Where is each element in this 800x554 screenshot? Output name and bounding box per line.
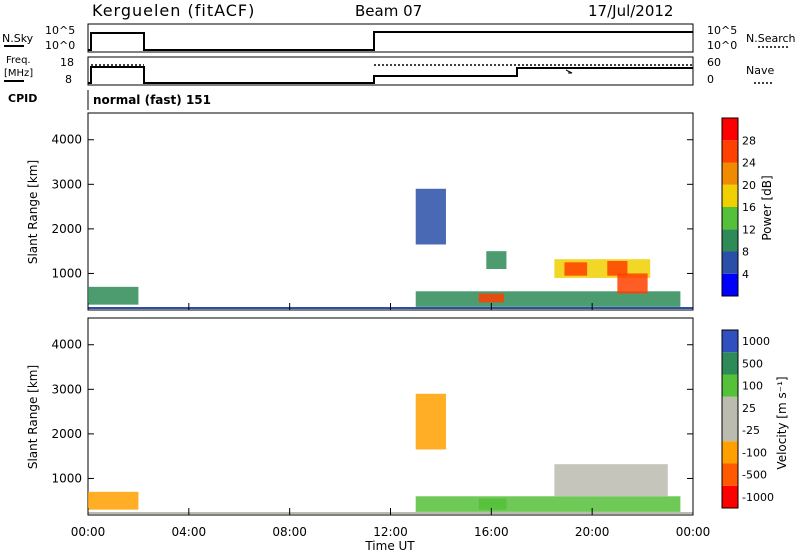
colorbar-tick-7: -1000 <box>742 491 774 504</box>
cpid-label: CPID <box>8 92 37 105</box>
colorbar-tick-5: -100 <box>742 446 767 459</box>
colorbar-tick-3: 25 <box>742 402 756 415</box>
velocity-y-axis: 1000 2000 3000 4000 <box>51 338 693 485</box>
colorbar-swatch-7 <box>722 118 738 141</box>
time-axis: 00:00 04:00 08:00 12:00 16:00 20:00 00:00 <box>71 303 711 539</box>
data-region-5 <box>607 260 628 276</box>
colorbar-swatch-2 <box>722 441 738 464</box>
data-region-3 <box>415 393 446 450</box>
colorbar-swatch-5 <box>722 162 738 185</box>
data-region-4 <box>478 498 507 510</box>
colorbar-tick-0: 4 <box>742 268 749 281</box>
colorbar-swatch-7 <box>722 330 738 353</box>
power-y-axis: 1000 2000 3000 4000 <box>51 133 693 280</box>
velocity-colorbar: 1000 500 100 25 -25 -100 -500 -1000 <box>721 329 774 509</box>
nsearch-tick-bottom: 10^0 <box>707 39 737 52</box>
freq-tick-bottom: 8 <box>65 73 72 86</box>
data-region-0 <box>88 286 139 305</box>
colorbar-swatch-1 <box>722 463 738 486</box>
velocity-panel: 1000 2000 3000 4000 Slant Range [km] 1000 50… <box>26 317 789 516</box>
freq-trace <box>88 66 693 84</box>
nsky-tick-bottom: 10^0 <box>45 39 75 52</box>
ytick-label-3: 4000 <box>51 133 82 147</box>
nave-label: Nave <box>746 64 774 77</box>
velocity-ylabel: Slant Range [km] <box>26 365 40 469</box>
nave-dip <box>565 69 573 74</box>
colorbar-tick-4: -25 <box>742 424 760 437</box>
nsky-label: N.Sky <box>2 32 34 45</box>
colorbar-swatch-0 <box>722 273 738 296</box>
power-colorbar-label: Power [dB] <box>760 175 774 240</box>
freq-label-line2: [MHz] <box>4 68 33 79</box>
colorbar-tick-6: 28 <box>742 134 756 147</box>
ytick-label-2: 3000 <box>51 177 82 191</box>
colorbar-swatch-4 <box>722 396 738 419</box>
power-data-layer <box>88 188 693 309</box>
freq-tick-top: 18 <box>60 56 74 69</box>
data-region-1 <box>415 291 681 307</box>
colorbar-tick-4: 20 <box>742 179 756 192</box>
colorbar-swatch-0 <box>722 485 738 508</box>
xtick-label-3: 12:00 <box>373 525 408 539</box>
freq-strip: Freq. [MHz] 18 8 60 0 Nave <box>4 55 774 86</box>
colorbar-swatch-3 <box>722 207 738 230</box>
nsearch-label: N.Search <box>746 32 796 45</box>
colorbar-tick-2: 100 <box>742 380 763 393</box>
colorbar-frame <box>721 329 739 509</box>
xtick-label-1: 04:00 <box>172 525 207 539</box>
data-region-7 <box>415 188 446 245</box>
data-region-2 <box>478 293 504 303</box>
ytick-label-1: 2000 <box>51 427 82 441</box>
time-axis-label: Time UT <box>364 539 415 553</box>
ytick-label-0: 1000 <box>51 471 82 485</box>
colorbar-tick-3: 16 <box>742 201 756 214</box>
ytick-label-0: 1000 <box>51 266 82 280</box>
date-title: 17/Jul/2012 <box>588 2 673 20</box>
data-region-2 <box>554 464 668 497</box>
ytick-label-3: 4000 <box>51 338 82 352</box>
colorbar-frame <box>721 117 739 297</box>
station-title: Kerguelen (fitACF) <box>92 1 255 20</box>
colorbar-tick-1: 500 <box>742 357 763 370</box>
power-ylabel: Slant Range [km] <box>26 160 40 264</box>
nsearch-tick-top: 10^5 <box>707 24 737 37</box>
data-region-0 <box>88 491 139 510</box>
xtick-label-5: 20:00 <box>575 525 610 539</box>
data-region-1 <box>415 496 681 512</box>
xtick-label-6: 00:00 <box>676 525 711 539</box>
colorbar-tick-1: 8 <box>742 246 749 259</box>
nave-tick-bottom: 0 <box>707 73 714 86</box>
nsky-tick-top: 10^5 <box>45 24 75 37</box>
xtick-label-4: 16:00 <box>474 525 509 539</box>
freq-label-line1: Freq. <box>6 55 31 66</box>
ytick-label-2: 3000 <box>51 382 82 396</box>
colorbar-swatch-3 <box>722 419 738 442</box>
xtick-label-0: 00:00 <box>71 525 106 539</box>
xtick-label-2: 08:00 <box>272 525 307 539</box>
data-region-8 <box>486 251 507 269</box>
colorbar-swatch-1 <box>722 251 738 274</box>
power-panel: 1000 2000 3000 4000 Slant Range [km] 4 8 12 16… <box>26 112 774 311</box>
beam-title: Beam 07 <box>355 2 422 20</box>
data-region-4 <box>564 262 588 276</box>
colorbar-swatch-2 <box>722 229 738 252</box>
colorbar-swatch-5 <box>722 374 738 397</box>
colorbar-tick-5: 24 <box>742 157 756 170</box>
nsky-trace <box>88 31 693 51</box>
nave-tick-top: 60 <box>707 56 721 69</box>
colorbar-swatch-6 <box>722 352 738 375</box>
nsky-strip: N.Sky 10^5 10^0 10^5 10^0 N.Search <box>2 23 796 53</box>
power-colorbar: 4 8 12 16 20 24 28 <box>721 117 756 297</box>
data-region-6 <box>617 273 648 294</box>
ytick-label-1: 2000 <box>51 222 82 236</box>
colorbar-tick-6: -500 <box>742 469 767 482</box>
colorbar-tick-0: 1000 <box>742 335 770 348</box>
colorbar-swatch-6 <box>722 140 738 163</box>
velocity-colorbar-label: Velocity [m s⁻¹] <box>775 376 789 469</box>
colorbar-swatch-4 <box>722 184 738 207</box>
power-plot-area <box>87 112 694 311</box>
colorbar-tick-2: 12 <box>742 223 756 236</box>
cpid-value: normal (fast) 151 <box>93 93 211 107</box>
